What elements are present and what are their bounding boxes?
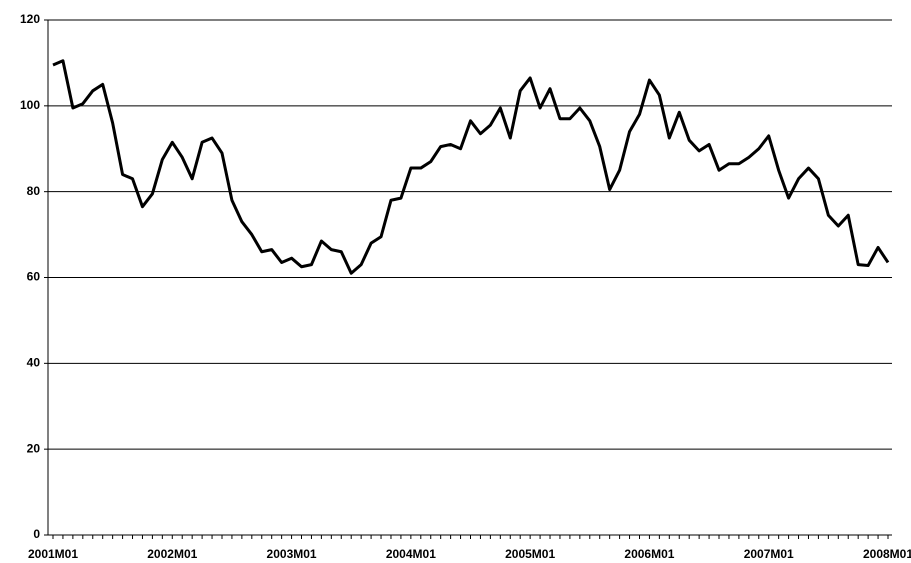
y-tick-label: 120 [20, 12, 40, 26]
x-tick-label: 2008M01 [863, 547, 911, 561]
y-tick-label: 100 [20, 98, 40, 112]
y-tick-label: 20 [27, 441, 41, 455]
x-tick-label: 2001M01 [28, 547, 78, 561]
x-tick-label: 2002M01 [147, 547, 197, 561]
x-tick-label: 2005M01 [505, 547, 555, 561]
y-tick-label: 80 [27, 184, 41, 198]
y-tick-label: 60 [27, 270, 41, 284]
x-tick-label: 2004M01 [386, 547, 436, 561]
x-tick-label: 2006M01 [624, 547, 674, 561]
x-tick-label: 2003M01 [267, 547, 317, 561]
x-tick-label: 2007M01 [744, 547, 794, 561]
y-tick-label: 0 [33, 527, 40, 541]
data-line [52, 59, 890, 275]
y-tick-label: 40 [27, 356, 41, 370]
